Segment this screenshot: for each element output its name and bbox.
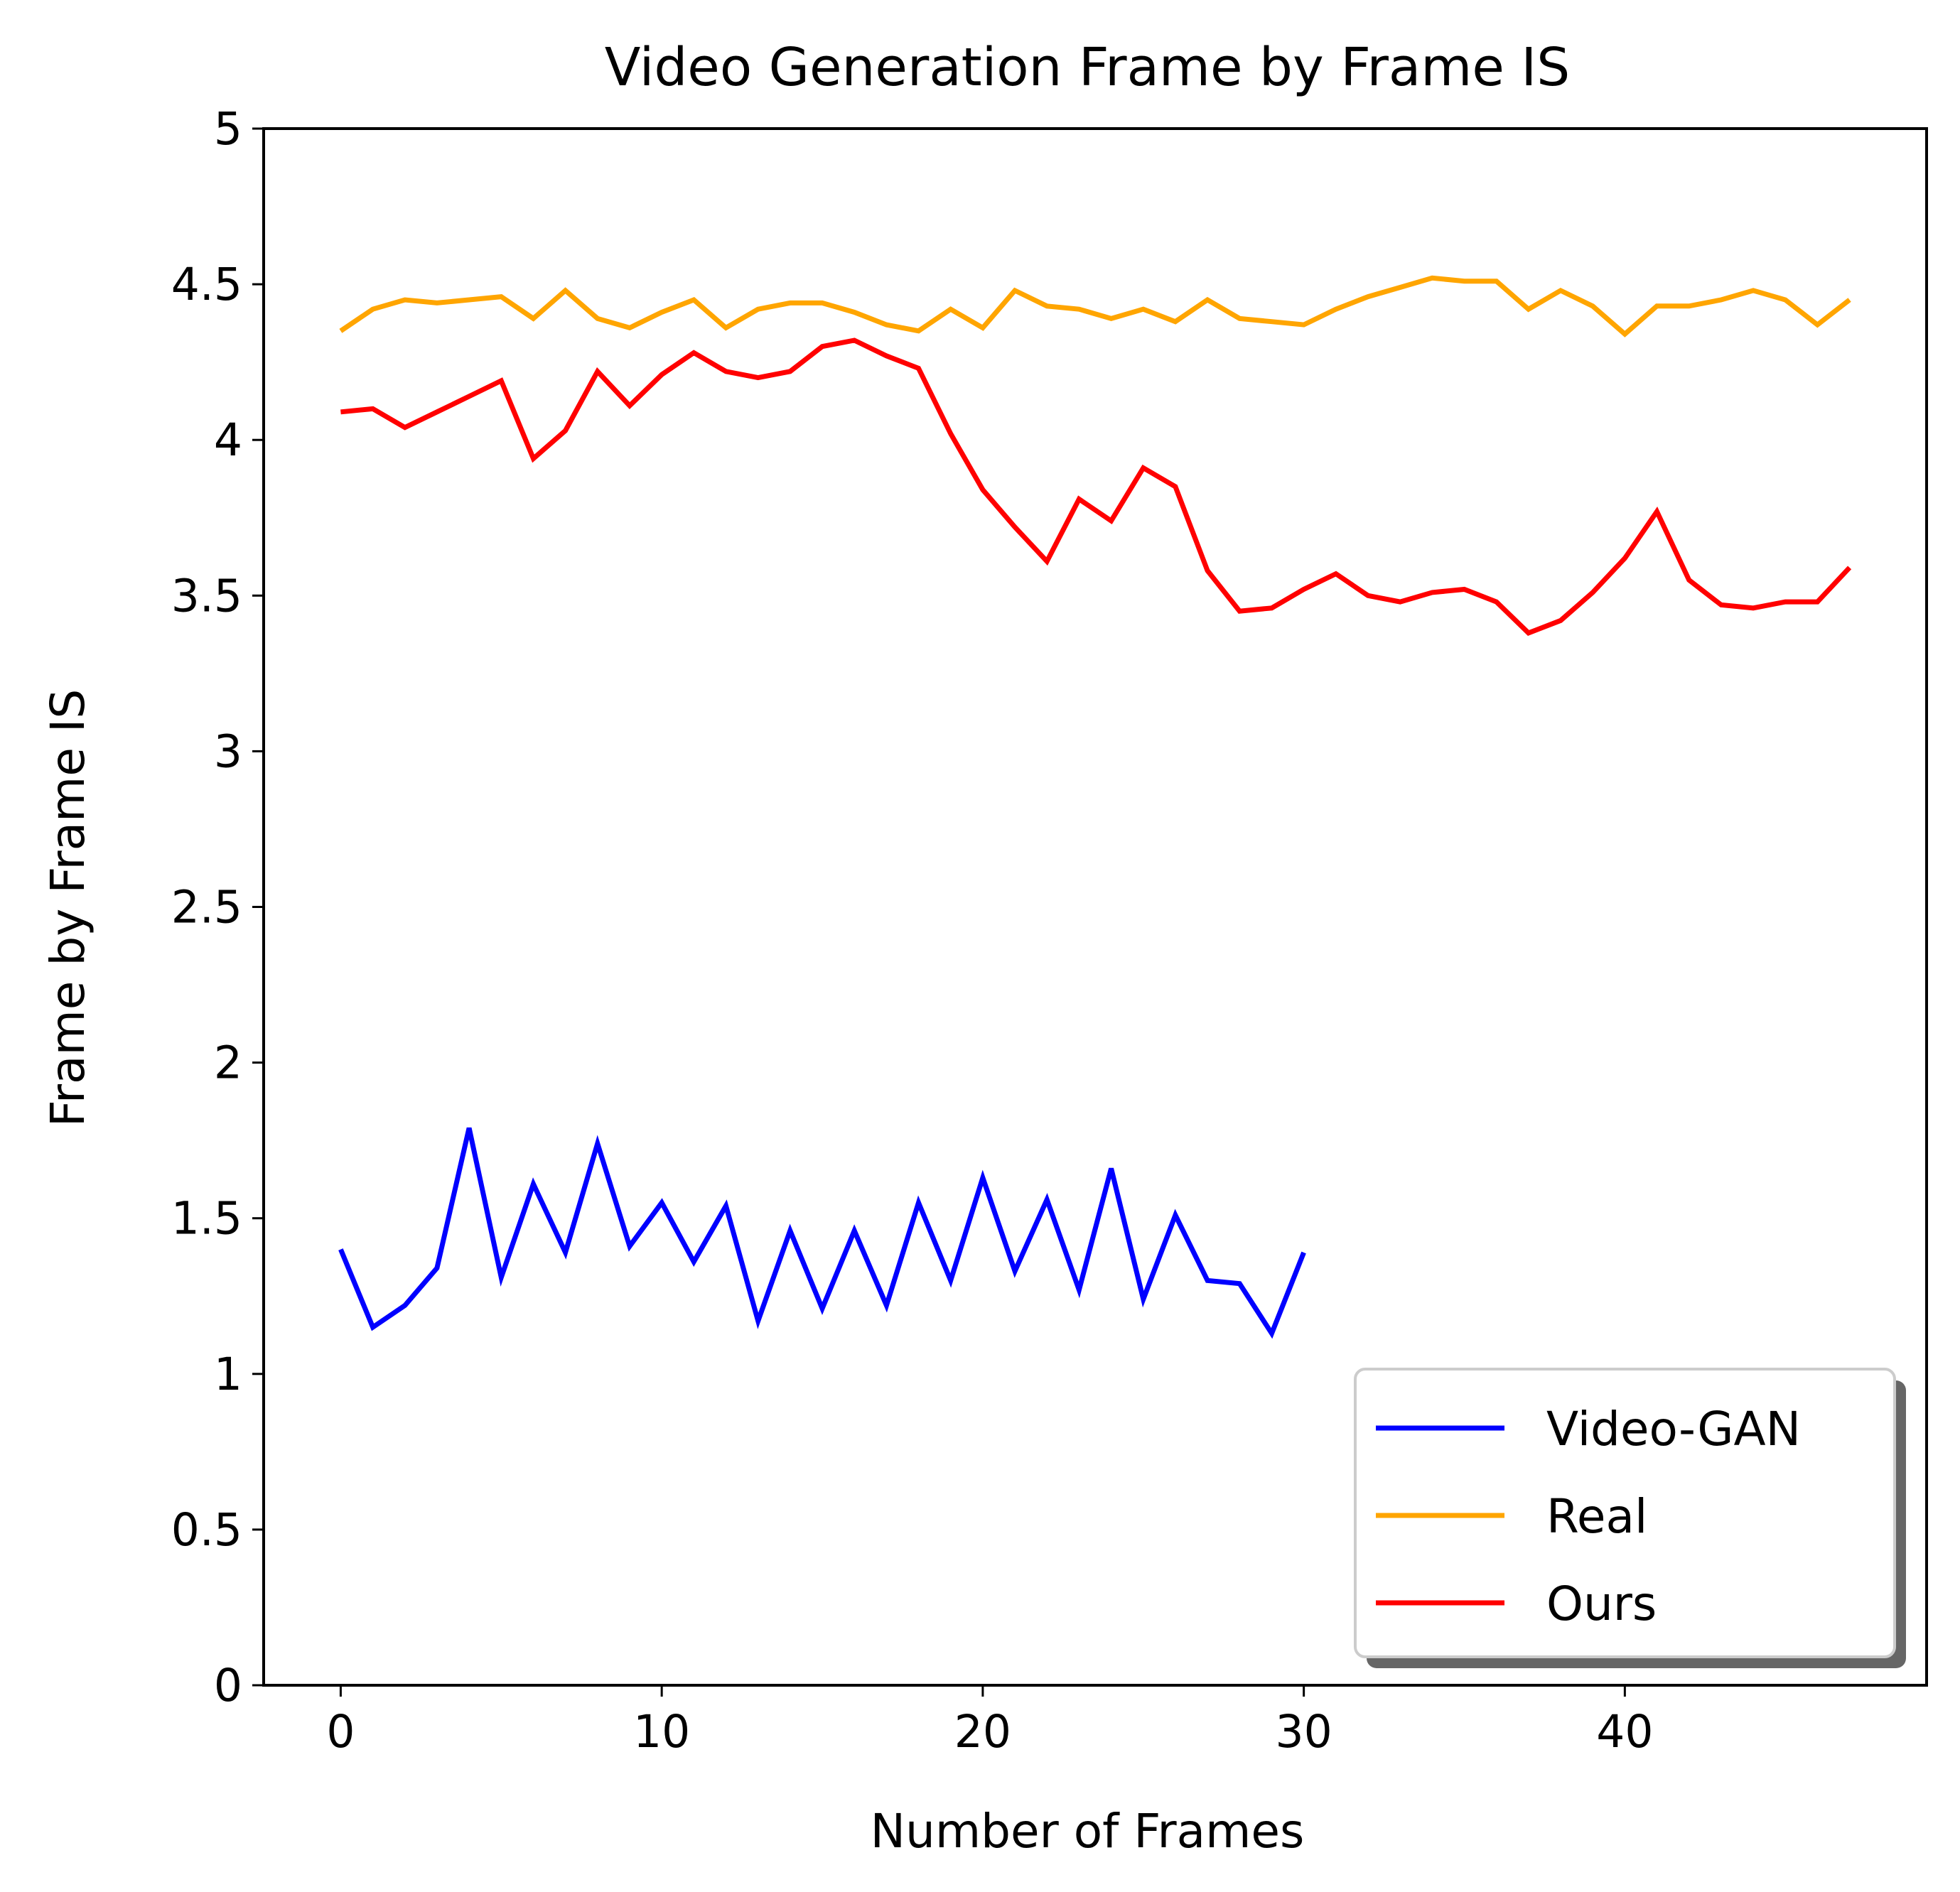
- chart-title: Video Generation Frame by Frame IS: [605, 37, 1570, 98]
- x-tick-label: 10: [633, 1706, 690, 1758]
- x-tick-label: 0: [326, 1706, 355, 1758]
- x-tick-label: 40: [1596, 1706, 1653, 1758]
- y-tick-label: 4: [214, 414, 242, 466]
- legend-label: Ours: [1546, 1577, 1657, 1631]
- series-line-real: [339, 275, 1851, 337]
- series-line-ours: [340, 337, 1852, 636]
- y-tick-label: 4.5: [171, 259, 242, 310]
- legend-label: Real: [1546, 1489, 1647, 1544]
- y-tick-label: 3: [214, 725, 242, 777]
- x-axis-label: Number of Frames: [871, 1804, 1305, 1859]
- y-tick-label: 2.5: [171, 882, 242, 934]
- series-line-video-gan: [338, 1127, 1306, 1339]
- y-tick-label: 5: [214, 103, 242, 155]
- x-tick-label: 30: [1276, 1706, 1332, 1758]
- legend-label: Video-GAN: [1546, 1402, 1801, 1456]
- y-tick-label: 2: [214, 1037, 242, 1089]
- legend: Video-GAN Real Ours: [1354, 1368, 1906, 1668]
- y-tick-label: 0: [214, 1660, 242, 1712]
- plot-frame: [262, 127, 1928, 1687]
- y-tick-label: 1.5: [171, 1193, 242, 1245]
- y-axis-label: Frame by Frame IS: [41, 689, 95, 1128]
- y-tick-label: 1: [214, 1348, 242, 1400]
- x-tick-label: 20: [954, 1706, 1011, 1758]
- y-tick-label: 3.5: [171, 570, 242, 622]
- y-tick-label: 0.5: [171, 1504, 242, 1556]
- axis-ticks: 0 10 20 30 40 0 0.5 1 1.5 2 2.5 3 3.5 4 4.5 5: [171, 103, 1654, 1758]
- series-layer: [338, 275, 1852, 1339]
- legend-box: [1354, 1368, 1896, 1658]
